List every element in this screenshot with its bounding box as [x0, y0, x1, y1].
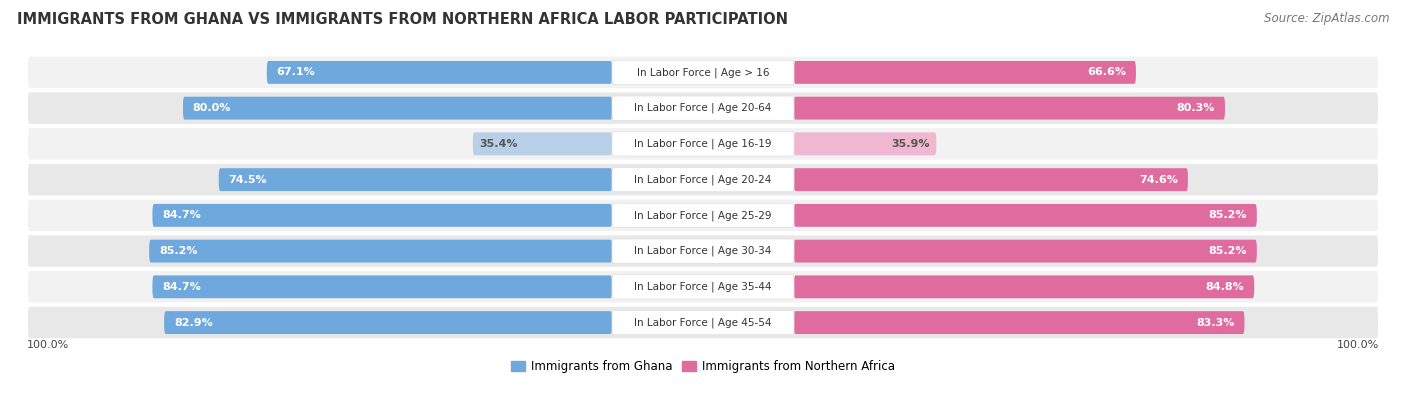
Text: IMMIGRANTS FROM GHANA VS IMMIGRANTS FROM NORTHERN AFRICA LABOR PARTICIPATION: IMMIGRANTS FROM GHANA VS IMMIGRANTS FROM… [17, 12, 787, 27]
FancyBboxPatch shape [794, 275, 1254, 298]
FancyBboxPatch shape [27, 56, 1379, 89]
FancyBboxPatch shape [612, 239, 794, 263]
FancyBboxPatch shape [183, 97, 612, 120]
Text: 35.9%: 35.9% [891, 139, 929, 149]
Text: 84.7%: 84.7% [162, 282, 201, 292]
Text: 100.0%: 100.0% [27, 340, 69, 350]
Text: 84.7%: 84.7% [162, 211, 201, 220]
FancyBboxPatch shape [612, 275, 794, 299]
FancyBboxPatch shape [612, 167, 794, 192]
FancyBboxPatch shape [152, 204, 612, 227]
FancyBboxPatch shape [165, 311, 612, 334]
Text: In Labor Force | Age 45-54: In Labor Force | Age 45-54 [634, 317, 772, 328]
Text: 80.0%: 80.0% [193, 103, 231, 113]
Text: 74.5%: 74.5% [229, 175, 267, 184]
FancyBboxPatch shape [794, 132, 936, 155]
Text: 67.1%: 67.1% [277, 68, 315, 77]
Text: In Labor Force | Age 35-44: In Labor Force | Age 35-44 [634, 282, 772, 292]
FancyBboxPatch shape [27, 270, 1379, 304]
FancyBboxPatch shape [267, 61, 612, 84]
Text: 80.3%: 80.3% [1177, 103, 1215, 113]
FancyBboxPatch shape [794, 168, 1188, 191]
FancyBboxPatch shape [794, 204, 1257, 227]
FancyBboxPatch shape [794, 240, 1257, 263]
Text: 66.6%: 66.6% [1087, 68, 1126, 77]
FancyBboxPatch shape [219, 168, 612, 191]
FancyBboxPatch shape [27, 163, 1379, 196]
Text: 85.2%: 85.2% [1209, 246, 1247, 256]
Text: In Labor Force | Age 20-24: In Labor Force | Age 20-24 [634, 174, 772, 185]
Text: 82.9%: 82.9% [174, 318, 212, 327]
Text: In Labor Force | Age 20-64: In Labor Force | Age 20-64 [634, 103, 772, 113]
FancyBboxPatch shape [794, 97, 1225, 120]
FancyBboxPatch shape [612, 60, 794, 85]
FancyBboxPatch shape [472, 132, 612, 155]
FancyBboxPatch shape [612, 96, 794, 120]
Text: 84.8%: 84.8% [1206, 282, 1244, 292]
Text: 85.2%: 85.2% [1209, 211, 1247, 220]
FancyBboxPatch shape [27, 199, 1379, 232]
Text: Source: ZipAtlas.com: Source: ZipAtlas.com [1264, 12, 1389, 25]
Text: In Labor Force | Age 25-29: In Labor Force | Age 25-29 [634, 210, 772, 221]
FancyBboxPatch shape [612, 310, 794, 335]
FancyBboxPatch shape [149, 240, 612, 263]
Text: 35.4%: 35.4% [479, 139, 517, 149]
FancyBboxPatch shape [27, 234, 1379, 268]
Text: 83.3%: 83.3% [1197, 318, 1234, 327]
Text: In Labor Force | Age > 16: In Labor Force | Age > 16 [637, 67, 769, 78]
FancyBboxPatch shape [794, 311, 1244, 334]
Legend: Immigrants from Ghana, Immigrants from Northern Africa: Immigrants from Ghana, Immigrants from N… [506, 355, 900, 378]
Text: 100.0%: 100.0% [1337, 340, 1379, 350]
FancyBboxPatch shape [612, 132, 794, 156]
FancyBboxPatch shape [27, 91, 1379, 125]
Text: 85.2%: 85.2% [159, 246, 197, 256]
FancyBboxPatch shape [152, 275, 612, 298]
FancyBboxPatch shape [794, 61, 1136, 84]
Text: In Labor Force | Age 30-34: In Labor Force | Age 30-34 [634, 246, 772, 256]
Text: 74.6%: 74.6% [1139, 175, 1178, 184]
FancyBboxPatch shape [612, 203, 794, 228]
Text: In Labor Force | Age 16-19: In Labor Force | Age 16-19 [634, 139, 772, 149]
FancyBboxPatch shape [27, 306, 1379, 339]
FancyBboxPatch shape [27, 127, 1379, 161]
